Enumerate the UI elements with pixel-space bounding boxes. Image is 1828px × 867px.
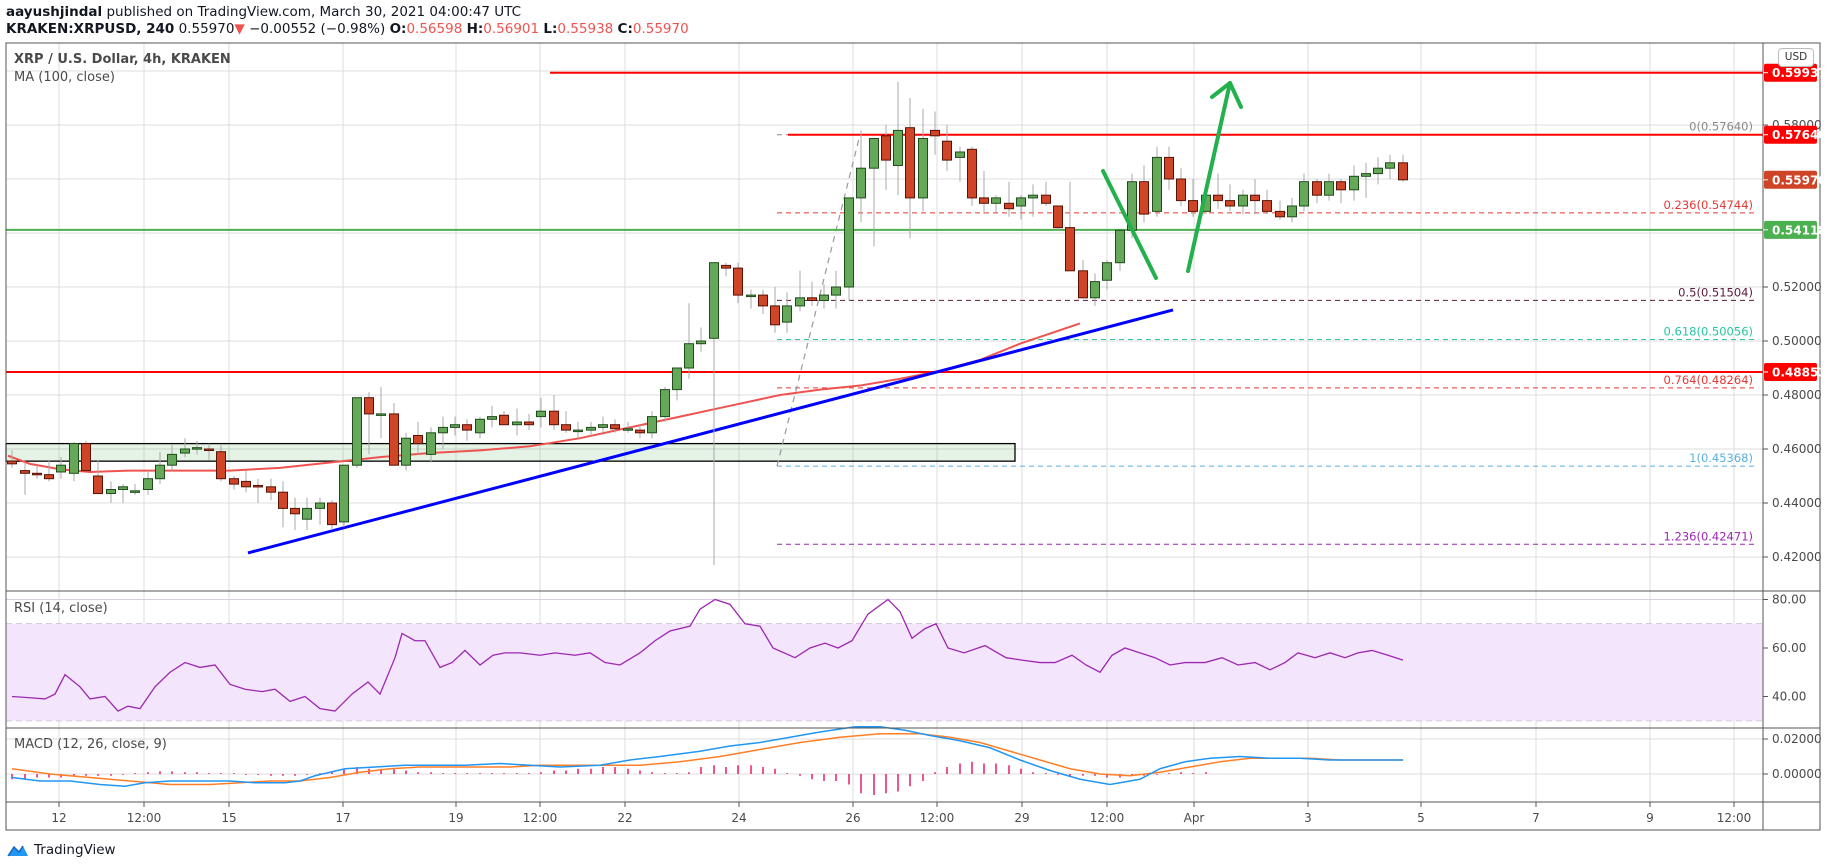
svg-text:60.00: 60.00 xyxy=(1772,641,1806,655)
svg-text:40.00: 40.00 xyxy=(1772,690,1806,704)
svg-text:0.46000: 0.46000 xyxy=(1772,442,1822,456)
svg-text:0.54118: 0.54118 xyxy=(1772,223,1827,237)
svg-text:1(0.45368): 1(0.45368) xyxy=(1689,451,1753,465)
svg-text:15: 15 xyxy=(221,811,236,825)
svg-text:29: 29 xyxy=(1014,811,1029,825)
svg-text:0.48853: 0.48853 xyxy=(1772,365,1827,379)
last-price: 0.55970 xyxy=(178,21,235,37)
svg-text:19: 19 xyxy=(448,811,463,825)
svg-text:12:00: 12:00 xyxy=(1090,811,1125,825)
svg-text:0.00000: 0.00000 xyxy=(1772,767,1822,781)
svg-text:80.00: 80.00 xyxy=(1772,593,1806,607)
tradingview-cloud-icon xyxy=(7,845,28,857)
close-label: C: xyxy=(617,21,633,37)
svg-text:0.02000: 0.02000 xyxy=(1772,732,1822,746)
svg-text:22: 22 xyxy=(617,811,632,825)
price-label-last xyxy=(1764,170,1817,189)
svg-text:0.50000: 0.50000 xyxy=(1772,334,1822,348)
svg-text:0.764(0.48264): 0.764(0.48264) xyxy=(1664,373,1753,387)
open-value: 0.56598 xyxy=(406,21,463,37)
publish-info: aayushjindal published on TradingView.co… xyxy=(6,4,521,20)
time-axis[interactable] xyxy=(58,802,1735,807)
down-arrow-annotation[interactable] xyxy=(1101,169,1158,280)
chart-legend-title: XRP / U.S. Dollar, 4h, KRAKEN xyxy=(14,52,231,67)
arrow-head-icon xyxy=(1210,81,1243,109)
svg-text:0.59937: 0.59937 xyxy=(1772,66,1827,80)
svg-text:7: 7 xyxy=(1532,811,1540,825)
open-label: O: xyxy=(389,21,407,37)
svg-text:0.236(0.54744): 0.236(0.54744) xyxy=(1664,198,1753,212)
svg-text:12:00: 12:00 xyxy=(920,811,955,825)
down-arrow-icon: ▼ xyxy=(234,21,245,37)
low-label: L: xyxy=(543,21,558,37)
svg-text:17: 17 xyxy=(335,811,350,825)
ma-legend[interactable]: MA (100, close) xyxy=(14,70,115,85)
svg-text:0.5(0.51504): 0.5(0.51504) xyxy=(1678,285,1753,299)
price-change: −0.00552 (−0.98%) xyxy=(249,21,386,37)
high-value: 0.56901 xyxy=(483,21,540,37)
tradingview-brand: TradingView xyxy=(34,842,116,858)
author-name[interactable]: aayushjindal xyxy=(6,4,103,20)
svg-text:9: 9 xyxy=(1646,811,1654,825)
macd-histogram xyxy=(11,761,1207,795)
price-label-resistance xyxy=(1764,362,1817,381)
svg-text:3: 3 xyxy=(1304,811,1312,825)
svg-text:12:00: 12:00 xyxy=(1717,811,1752,825)
svg-text:12:00: 12:00 xyxy=(127,811,162,825)
svg-text:Apr: Apr xyxy=(1184,811,1205,825)
price-label-support xyxy=(1764,220,1817,239)
macd-signal-line xyxy=(11,733,1403,786)
svg-text:0.44000: 0.44000 xyxy=(1772,496,1822,510)
up-arrow-annotation[interactable] xyxy=(1186,81,1232,273)
svg-text:26: 26 xyxy=(845,811,860,825)
svg-text:0.42000: 0.42000 xyxy=(1772,550,1822,564)
svg-text:0.618(0.50056): 0.618(0.50056) xyxy=(1664,324,1753,338)
svg-text:12:00: 12:00 xyxy=(523,811,558,825)
tradingview-logo[interactable]: TradingView xyxy=(6,842,116,858)
support-zone[interactable] xyxy=(5,442,1016,462)
svg-text:12: 12 xyxy=(51,811,66,825)
svg-text:0.52000: 0.52000 xyxy=(1772,280,1822,294)
bullish-trendline[interactable] xyxy=(247,308,1174,555)
symbol-name: KRAKEN:XRPUSD, 240 xyxy=(6,21,175,37)
close-value: 0.55970 xyxy=(632,21,689,37)
currency-button[interactable]: USD xyxy=(1778,48,1814,67)
svg-text:0(0.57640): 0(0.57640) xyxy=(1689,120,1753,134)
rsi-line xyxy=(11,598,1404,712)
low-value: 0.55938 xyxy=(557,21,614,37)
candlesticks xyxy=(7,81,1408,566)
svg-text:24: 24 xyxy=(731,811,746,825)
price-axis[interactable] xyxy=(1763,124,1768,775)
price-label-resistance xyxy=(1764,63,1817,82)
svg-text:5: 5 xyxy=(1417,811,1425,825)
publish-text: published on TradingView.com, March 30, … xyxy=(106,4,522,20)
rsi-legend[interactable]: RSI (14, close) xyxy=(14,601,108,616)
svg-text:1.236(0.42471): 1.236(0.42471) xyxy=(1664,529,1753,543)
high-label: H: xyxy=(466,21,484,37)
svg-text:0.57640: 0.57640 xyxy=(1772,128,1827,142)
svg-text:0.48000: 0.48000 xyxy=(1772,388,1822,402)
price-label-resistance xyxy=(1764,125,1817,144)
rsi-band xyxy=(6,623,1763,721)
macd-line xyxy=(11,726,1403,788)
macd-legend[interactable]: MACD (12, 26, close, 9) xyxy=(14,737,167,752)
ma100-line xyxy=(7,322,1081,473)
symbol-info: KRAKEN:XRPUSD, 240 0.55970▼ −0.00552 (−0… xyxy=(6,21,689,37)
svg-text:0.55970: 0.55970 xyxy=(1772,173,1827,187)
